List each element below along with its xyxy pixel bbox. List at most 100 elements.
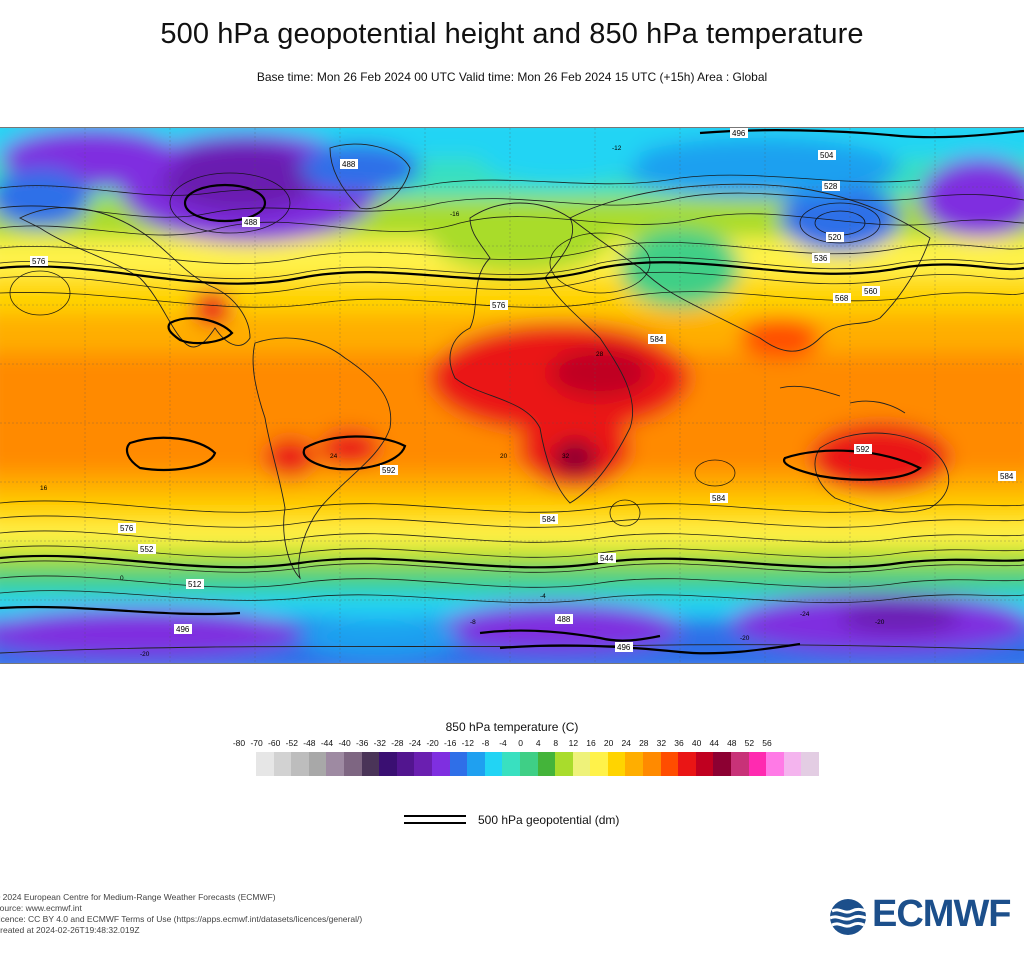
legend-tick-label: -60 xyxy=(268,738,281,748)
legend-tick-label: 28 xyxy=(639,738,649,748)
legend-tick-label: -36 xyxy=(356,738,369,748)
contour-label-text: 520 xyxy=(828,233,842,242)
legend-swatch xyxy=(484,752,503,776)
contour-label: 576 xyxy=(30,256,48,266)
contour-label: 544 xyxy=(598,553,616,563)
temp-label: -20 xyxy=(740,635,750,642)
ecmwf-logo-text: ECMWF xyxy=(872,893,1012,935)
contour-label: 496 xyxy=(615,642,633,652)
contour-label-text: 544 xyxy=(600,554,614,563)
legend-swatch xyxy=(678,752,696,776)
legend-tick-label: -44 xyxy=(320,738,334,748)
copyright-footer: © 2024 European Centre for Medium-Range … xyxy=(0,892,420,936)
chart-subtitle: Base time: Mon 26 Feb 2024 00 UTC Valid … xyxy=(256,70,768,84)
contour-label-text: 552 xyxy=(140,545,154,554)
contour-label-text: 584 xyxy=(712,494,726,503)
legend-swatch xyxy=(308,752,327,776)
temp-label: 0 xyxy=(120,575,124,582)
contour-label: 536 xyxy=(812,253,830,263)
contour-label: 592 xyxy=(854,444,872,454)
temp-label: 32 xyxy=(562,453,570,460)
legend-swatch xyxy=(537,752,556,776)
contour-label: 560 xyxy=(862,286,880,296)
temp-label: 16 xyxy=(40,485,48,492)
contour-label-text: 504 xyxy=(820,151,834,160)
contour-label-text: 496 xyxy=(176,625,190,634)
contour-label: 576 xyxy=(118,523,136,533)
legend-tick-label: -24 xyxy=(408,738,422,748)
contour-label: 592 xyxy=(380,465,398,475)
legend-tick-label: -8 xyxy=(481,738,490,748)
legend-tick-label: 16 xyxy=(586,738,596,748)
legend-tick-label: 12 xyxy=(568,738,579,748)
legend-tick-label: -28 xyxy=(391,738,404,748)
legend-tick-label: 52 xyxy=(744,738,755,748)
legend-swatch xyxy=(695,752,714,776)
lat-lon-grid xyxy=(0,128,1024,663)
temp-label: 28 xyxy=(596,351,604,358)
legend-swatch xyxy=(361,752,380,776)
contour-label: 504 xyxy=(818,150,836,160)
legend-ticks: -80 -70 -60 -52 -48 -44 -40 -36 -32 -28 -24 -20 -16-… xyxy=(231,738,791,750)
legend-swatch xyxy=(625,752,644,776)
legend-tick-label: 40 xyxy=(691,738,702,748)
legend-swatch xyxy=(783,752,802,776)
legend-tick-label: -32 xyxy=(373,738,386,748)
contour-label-text: 576 xyxy=(120,524,134,533)
contour-label: 552 xyxy=(138,544,156,554)
legend-swatch xyxy=(607,752,626,776)
contour-label: 576 xyxy=(490,300,508,310)
contour-label-text: 576 xyxy=(32,257,46,266)
legend-tick-label: -52 xyxy=(285,738,298,748)
legend-swatch xyxy=(431,752,450,776)
footer-line: Source: www.ecmwf.int xyxy=(0,903,82,913)
contour-labels: 496 488 504 528 520 536 568 576 584 592 … xyxy=(30,128,1016,652)
legend-swatch xyxy=(396,752,415,776)
legend-tick-label: 8 xyxy=(553,738,559,748)
legend-tick-label: 36 xyxy=(674,738,684,748)
legend-swatch xyxy=(519,752,538,776)
contour-label: 488 xyxy=(340,159,358,169)
legend-tick-label: 0 xyxy=(518,738,523,748)
legend-swatch xyxy=(748,752,767,776)
footer-line: Created at 2024-02-26T19:48:32.019Z xyxy=(0,925,140,935)
contour-label: 528 xyxy=(822,181,840,191)
temperature-field xyxy=(0,128,1024,663)
legend-tick-label: -70 xyxy=(250,738,263,748)
legend-tick-label: -40 xyxy=(338,738,351,748)
temp-label: -8 xyxy=(470,619,476,626)
contour-label: 584 xyxy=(998,471,1016,481)
footer-line: © 2024 European Centre for Medium-Range … xyxy=(0,892,276,902)
legend-swatch xyxy=(590,752,608,776)
legend-swatch xyxy=(731,752,749,776)
legend-tick-label: -4 xyxy=(499,738,507,748)
line-legend-label: 500 hPa geopotential (dm) xyxy=(478,813,620,827)
legend-swatch xyxy=(273,752,292,776)
contour-label: 488 xyxy=(555,614,573,624)
contour-label-text: 496 xyxy=(617,643,631,652)
legend-tick-label: 20 xyxy=(603,738,614,748)
contour-label-text: 496 xyxy=(732,129,746,138)
line-swatch xyxy=(404,815,466,824)
contour-label: 568 xyxy=(833,293,851,303)
legend-tick-label: 48 xyxy=(727,738,737,748)
legend-colorbar xyxy=(256,752,819,776)
contour-label-text: 488 xyxy=(557,615,571,624)
legend-tick-label: 56 xyxy=(762,738,772,748)
contour-label-text: 512 xyxy=(188,580,202,589)
temp-label: -20 xyxy=(875,619,885,626)
contour-label-text: 584 xyxy=(650,335,664,344)
legend-swatch xyxy=(414,752,432,776)
contour-label: 584 xyxy=(540,514,558,524)
temp-label: 24 xyxy=(330,453,338,460)
ecmwf-logo-icon xyxy=(829,899,867,935)
legend-tick-label: 44 xyxy=(709,738,719,748)
temp-label: -20 xyxy=(140,651,150,658)
legend-swatch xyxy=(801,752,819,776)
legend-swatch xyxy=(326,752,344,776)
ecmwf-logo: ECMWF xyxy=(828,893,1024,939)
temp-label: -16 xyxy=(450,211,460,218)
footer-line: Licence: CC BY 4.0 and ECMWF Terms of Us… xyxy=(0,914,363,924)
legend-swatch xyxy=(660,752,679,776)
temperature-labels: -16 -12 -24 -20 -20 -20 16 20 32 28 0 -8… xyxy=(40,145,885,658)
